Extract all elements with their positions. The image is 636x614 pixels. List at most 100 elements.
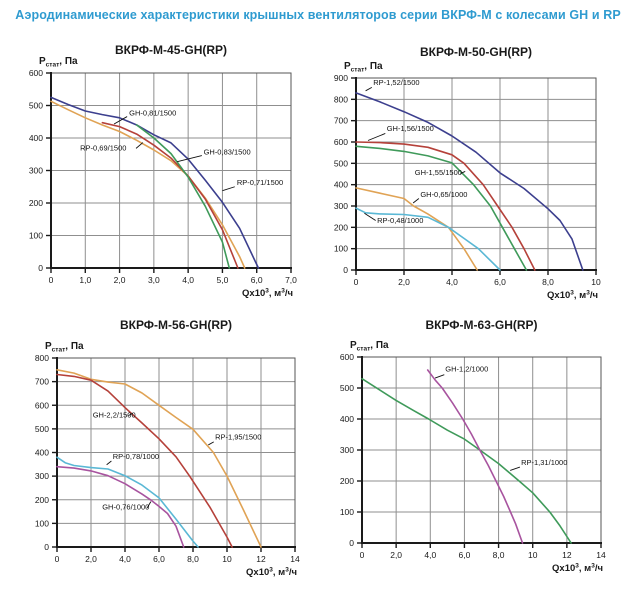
- x-tick-label: 2,0: [85, 554, 97, 564]
- chart-вкрф-м-56-ghrp: 0 100 200 300 400 500 600 700 800 0 2,0 4,0 6,0 8,0 10…: [10, 313, 316, 608]
- x-tick-label: 10: [528, 550, 538, 560]
- chart-вкрф-м-63-ghrp: 0 100 200 300 400 500 600 0 2,0 4,0 6,0 8,0 10 12 14 RP…: [330, 313, 636, 608]
- series-label: RP-1,95/1500: [215, 433, 261, 442]
- series-label: RP-0,69/1500: [80, 143, 126, 152]
- chart-title: ВКРФ-М-50-GH(RP): [420, 45, 532, 59]
- series-label: GH-0,76/1000: [102, 503, 149, 512]
- y-tick-label: 200: [35, 495, 49, 505]
- x-tick-label: 10: [222, 554, 232, 564]
- y-tick-label: 600: [340, 352, 354, 362]
- x-tick-label: 14: [290, 554, 300, 564]
- x-tick-label: 6,0: [459, 550, 471, 560]
- y-tick-label: 100: [334, 244, 348, 254]
- series-label-leader: [146, 501, 152, 509]
- series-line: [355, 141, 536, 271]
- series-label: GH-0,65/1000: [420, 190, 467, 199]
- series-label: GH-2,2/1500: [93, 411, 136, 420]
- y-tick-label: 500: [29, 101, 43, 111]
- series-label: RP-0,71/1500: [237, 178, 283, 187]
- x-tick-label: 5,0: [217, 275, 229, 285]
- chart-canvas: 0 100 200 300 400 500 600 700 800 0 2,0 4,0 6,0 8,0 10…: [35, 318, 300, 579]
- series-line: [135, 124, 231, 269]
- x-tick-label: 0: [49, 275, 54, 285]
- chart-title: ВКРФ-М-56-GH(RP): [120, 318, 232, 332]
- series-label-leader: [365, 86, 373, 92]
- y-tick-label: 400: [29, 133, 43, 143]
- y-axis-label: Pстат, Па: [45, 341, 84, 354]
- y-tick-label: 300: [29, 166, 43, 176]
- series-label: GH-1,56/1500: [387, 124, 434, 133]
- y-tick-label: 200: [340, 476, 354, 486]
- series-line: [50, 96, 260, 269]
- series-line: [56, 368, 262, 548]
- series-line: [56, 465, 185, 548]
- y-tick-label: 300: [35, 471, 49, 481]
- series-line: [101, 121, 239, 269]
- x-tick-label: 8,0: [187, 554, 199, 564]
- x-tick-label: 3,0: [148, 275, 160, 285]
- series-label-leader: [510, 466, 521, 471]
- x-axis-label: Qx103, м3/ч: [242, 288, 293, 300]
- y-tick-label: 100: [29, 231, 43, 241]
- series-label-leader: [222, 186, 235, 192]
- series-label-leader: [106, 460, 112, 466]
- x-tick-label: 12: [562, 550, 572, 560]
- chart-canvas: 0 100 200 300 400 500 600 0 2,0 4,0 6,0 8,0 10 12 14 RP…: [340, 318, 606, 575]
- series-line: [355, 207, 501, 271]
- series-line: [426, 369, 524, 544]
- series-line: [56, 373, 233, 548]
- series-label-leader: [367, 133, 386, 141]
- series-label-leader: [412, 198, 420, 204]
- y-tick-label: 500: [334, 158, 348, 168]
- y-tick-label: 800: [334, 94, 348, 104]
- chart-canvas: 0 100 200 300 400 500 600 700 800 900 0 2,0 4,0 6,0 8,…: [334, 45, 601, 302]
- y-tick-label: 700: [35, 377, 49, 387]
- y-tick-label: 400: [340, 414, 354, 424]
- series-label-leader: [460, 171, 466, 174]
- series-label: GH-1,55/1500: [415, 168, 462, 177]
- series-line: [355, 187, 478, 271]
- x-tick-label: 2,0: [398, 277, 410, 287]
- x-tick-label: 7,0: [285, 275, 297, 285]
- series-label-leader: [113, 116, 128, 125]
- x-tick-label: 6,0: [494, 277, 506, 287]
- chart-вкрф-м-45-ghrp: 0 100 200 300 400 500 600 0 1,0 2,0 3,0 4,0 5,0 6,0 7,…: [10, 38, 316, 315]
- series-label: GH-0,81/1500: [129, 108, 176, 117]
- x-tick-label: 6,0: [153, 554, 165, 564]
- series-label: RP-1,31/1000: [521, 458, 567, 467]
- y-tick-label: 600: [334, 137, 348, 147]
- series-label: GH-1,2/1000: [445, 365, 488, 374]
- y-tick-label: 200: [29, 198, 43, 208]
- y-tick-label: 0: [349, 538, 354, 548]
- chart-вкрф-м-50-ghrp: 0 100 200 300 400 500 600 700 800 900 0 2,0 4,0 6,0 8,…: [326, 40, 632, 317]
- x-axis-label: Qx103, м3/ч: [547, 290, 598, 302]
- y-tick-label: 200: [334, 222, 348, 232]
- y-tick-label: 0: [38, 263, 43, 273]
- y-tick-label: 300: [340, 445, 354, 455]
- x-tick-label: 10: [591, 277, 601, 287]
- y-tick-label: 900: [334, 73, 348, 83]
- x-tick-label: 0: [354, 277, 359, 287]
- y-axis-label: Pстат, Па: [39, 56, 78, 69]
- x-tick-label: 12: [256, 554, 266, 564]
- y-tick-label: 600: [35, 400, 49, 410]
- series-label: RP-1,52/1500: [373, 78, 419, 87]
- x-axis-label: Qx103, м3/ч: [552, 563, 603, 575]
- x-axis-label: Qx103, м3/ч: [246, 567, 297, 579]
- y-axis-label: Pстат, Па: [350, 340, 389, 353]
- series-label: GH-0,83/1500: [204, 147, 251, 156]
- x-tick-label: 0: [55, 554, 60, 564]
- y-tick-label: 700: [334, 116, 348, 126]
- series-label-leader: [177, 155, 202, 163]
- series-label: RP-0,78/1000: [113, 452, 159, 461]
- y-tick-label: 0: [343, 265, 348, 275]
- series-line: [50, 100, 246, 269]
- chart-title: ВКРФ-М-63-GH(RP): [425, 318, 537, 332]
- x-tick-label: 6,0: [251, 275, 263, 285]
- series-label-leader: [364, 212, 376, 221]
- series-line: [355, 92, 584, 271]
- y-tick-label: 600: [29, 68, 43, 78]
- series-label: RP-0,48/1000: [377, 216, 423, 225]
- x-tick-label: 1,0: [79, 275, 91, 285]
- y-tick-label: 300: [334, 201, 348, 211]
